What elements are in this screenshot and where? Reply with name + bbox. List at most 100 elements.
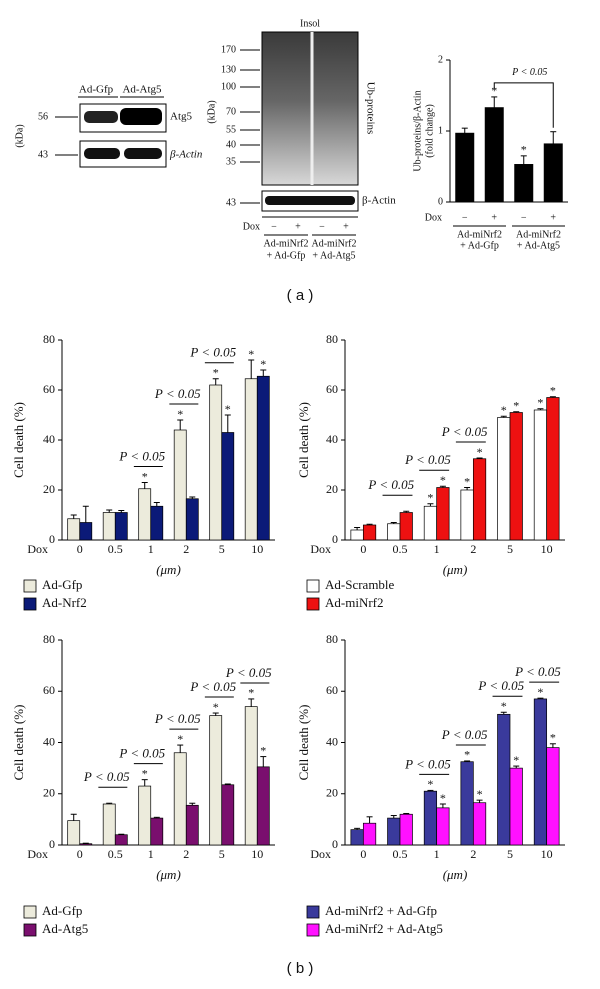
legend-label: Ad-miNrf2 [325,595,384,610]
bar [221,784,235,846]
significance: * [550,731,556,745]
y-tick-label: 40 [326,734,338,748]
blot-lane: Ad-Gfp [79,84,114,96]
x-tick-label: 2 [470,542,476,556]
bar [138,785,152,846]
y-axis-label: (fold change) [424,104,435,158]
x-tick-label: − [521,212,527,223]
marker: 40 [226,139,236,150]
x-axis-label: (μm) [443,867,468,882]
x-tick-label: 1 [434,542,440,556]
y-tick-label: 20 [326,786,338,800]
group-label: Ad-miNrf2 [516,229,561,240]
bar [514,164,534,203]
blot-title: Insol [300,18,320,29]
significance: * [521,143,527,157]
marker: 55 [226,124,236,135]
bar [79,843,93,846]
group-label: + Ad-Gfp [460,240,499,251]
x-tick-label: 0.5 [108,542,123,556]
bar [509,767,523,846]
significance: * [427,777,433,791]
bar [185,498,199,541]
panel-label: ( b ) [287,960,314,977]
bar [102,803,116,846]
significance: * [260,357,266,371]
legend-label: Ad-Nrf2 [42,595,87,610]
bar [509,412,523,541]
blot-left [55,96,167,168]
bar [484,107,504,203]
blot-lane: Ad-Atg5 [122,84,162,96]
bar [543,143,563,203]
legend-label: Ad-miNrf2 + Ad-Gfp [325,903,437,918]
marker: 70 [226,106,236,117]
p-label: P < 0.05 [441,424,488,439]
x-tick-label: 0 [360,542,366,556]
legend-swatch [306,923,320,937]
group-label: + Ad-Atg5 [312,250,355,261]
legend-label: Ad-Gfp [42,903,82,918]
bar [67,820,81,846]
legend-label: Ad-miNrf2 + Ad-Atg5 [325,921,443,936]
significance: * [491,84,497,98]
x-axis-label-left: Dox [27,847,48,861]
band [84,148,120,159]
significance: * [427,491,433,505]
blot-frame [261,31,359,186]
bar [244,706,258,846]
bar [460,489,474,541]
significance: * [477,445,483,459]
bar [67,518,81,541]
bar [114,512,128,541]
y-tick-label: 20 [43,482,55,496]
x-tick-label: 0.5 [393,847,408,861]
bar [455,132,475,203]
bar [399,512,413,541]
band-label: Ub-proteins [364,82,376,135]
p-label: P < 0.05 [118,448,165,463]
x-axis-label-left: Dox [425,212,442,223]
x-tick-label: 10 [251,847,263,861]
dox-label: Dox [243,221,260,232]
bar [387,817,401,846]
dox-sign: + [343,221,349,232]
x-tick-label: 1 [148,847,154,861]
significance: * [513,399,519,413]
bar [436,807,450,846]
marker: 43 [38,149,48,160]
panel-label: ( a ) [287,287,314,304]
dox-sign: − [319,221,325,232]
band-label: Atg5 [170,111,193,123]
y-tick-label: 60 [326,382,338,396]
y-tick-label: 1 [438,125,443,136]
significance: * [440,791,446,805]
p-label: P < 0.05 [367,477,414,492]
y-tick-label: 40 [326,432,338,446]
bar [102,512,116,541]
significance: * [537,685,543,699]
marker: 35 [226,156,236,167]
bar [497,713,511,846]
p-label: P < 0.05 [404,756,451,771]
p-label: P < 0.05 [404,452,451,467]
bar [79,522,93,541]
bar [546,397,560,541]
significance: * [260,743,266,757]
band [120,108,162,125]
legend-swatch [23,579,37,593]
significance: * [225,402,231,416]
y-tick-label: 0 [332,837,338,851]
y-tick-label: 60 [326,683,338,697]
bar [533,698,548,846]
y-tick-label: 0 [49,532,55,546]
x-tick-label: 0.5 [393,542,408,556]
x-tick-label: 1 [148,542,154,556]
bar [533,409,548,541]
y-tick-label: 0 [332,532,338,546]
legend-label: Ad-Scramble [325,577,395,592]
y-tick-label: 0 [49,837,55,851]
band [84,111,118,123]
y-axis-label: Cell death (%) [11,402,26,478]
